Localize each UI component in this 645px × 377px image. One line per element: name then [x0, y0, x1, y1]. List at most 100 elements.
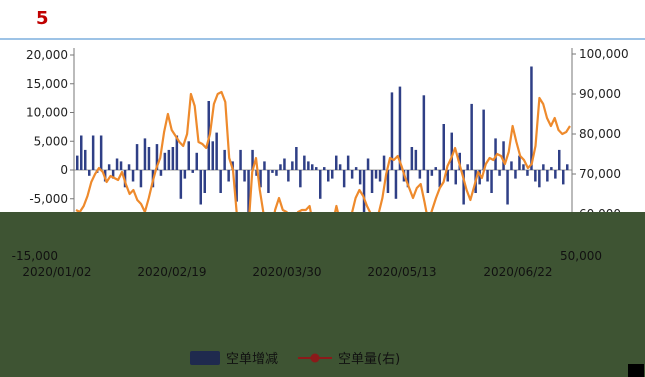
bar	[283, 158, 286, 170]
bar	[434, 167, 437, 170]
bar	[167, 149, 171, 170]
bar	[171, 147, 175, 170]
bar	[490, 170, 493, 193]
bar	[534, 170, 537, 182]
bar	[406, 170, 410, 188]
bar	[239, 149, 242, 170]
bar	[307, 161, 310, 170]
bar	[426, 170, 430, 193]
bar	[99, 135, 103, 170]
left-tick-label: -15,000	[12, 249, 58, 263]
bar	[370, 170, 374, 193]
bar	[526, 170, 529, 176]
bar	[271, 170, 274, 173]
bar	[319, 170, 322, 199]
x-tick-label: 2020/01/02	[22, 265, 91, 279]
legend: 空单增减 空单量(右)	[190, 348, 412, 367]
bar	[327, 170, 330, 182]
bar	[323, 167, 326, 170]
bar	[506, 170, 509, 205]
bar	[446, 170, 449, 182]
bar	[430, 170, 434, 176]
bar	[175, 135, 179, 170]
bar	[466, 164, 469, 171]
bar	[163, 152, 167, 171]
bar	[115, 158, 119, 170]
bar	[482, 109, 485, 170]
bar	[247, 170, 250, 234]
left-tick-label: -5,000	[29, 192, 68, 206]
header-rule	[0, 38, 645, 40]
lower-tick-labels: -15,000 50,000	[12, 249, 602, 263]
bar	[211, 141, 214, 171]
bar	[291, 161, 294, 170]
bar	[215, 132, 218, 170]
bar	[243, 170, 246, 182]
bar	[386, 170, 390, 193]
bar	[251, 149, 254, 170]
bar	[558, 149, 561, 170]
bar	[346, 155, 350, 170]
bar	[410, 147, 414, 170]
bar	[255, 170, 258, 176]
bar	[438, 170, 441, 188]
left-axis: 20,000 15,000 10,000 5,000 0 -5,000	[26, 48, 74, 206]
bar	[398, 86, 402, 170]
bar	[442, 124, 445, 170]
x-tick-label: 2020/05/13	[367, 265, 436, 279]
right-tick-label: 80,000	[579, 127, 621, 141]
bar	[135, 144, 139, 170]
left-tick-label: 15,000	[26, 77, 68, 91]
bar	[478, 170, 481, 185]
bar	[179, 170, 183, 199]
bar	[498, 170, 501, 176]
x-tick-label: 2020/06/22	[483, 265, 552, 279]
bar	[227, 170, 230, 182]
corner-mark	[628, 364, 644, 377]
left-tick-label: 20,000	[26, 48, 68, 62]
bar	[311, 164, 314, 171]
bar	[462, 170, 465, 205]
bar	[382, 155, 386, 170]
legend-label-line: 空单量(右)	[338, 352, 401, 367]
bar	[338, 164, 342, 171]
left-tick-label: 0	[60, 163, 68, 177]
right-tick-label: 90,000	[579, 87, 621, 101]
bar	[84, 149, 87, 170]
bar	[542, 164, 545, 171]
bar	[522, 164, 525, 171]
bar	[394, 170, 398, 199]
bar	[187, 141, 190, 171]
bar	[155, 144, 159, 170]
bar-series	[76, 66, 569, 234]
x-tick-label: 2020/03/30	[252, 265, 321, 279]
bar	[566, 164, 569, 171]
bar-swatch-icon	[190, 350, 220, 365]
legend-label-bars: 空单增减	[226, 352, 279, 367]
bar	[454, 170, 457, 185]
bar	[131, 170, 135, 182]
bar	[107, 164, 111, 171]
bar	[530, 66, 533, 170]
bar	[219, 170, 222, 193]
overlay-block	[0, 212, 645, 377]
bar	[494, 138, 497, 170]
legend-item-bars: 空单增减	[190, 348, 278, 367]
bar	[390, 92, 394, 170]
x-tick-label: 2020/02/19	[137, 265, 206, 279]
bar	[303, 155, 306, 170]
bar	[510, 161, 513, 170]
bar	[223, 149, 226, 170]
bar	[119, 161, 123, 170]
bar	[295, 147, 298, 170]
bar	[414, 149, 418, 170]
left-tick-label: 5,000	[34, 134, 68, 148]
bar	[127, 164, 131, 171]
bar	[538, 170, 541, 188]
bar	[279, 164, 282, 171]
right-tick-label: 70,000	[579, 167, 621, 181]
bar	[76, 155, 79, 170]
bar	[143, 138, 147, 170]
bar	[111, 170, 115, 179]
